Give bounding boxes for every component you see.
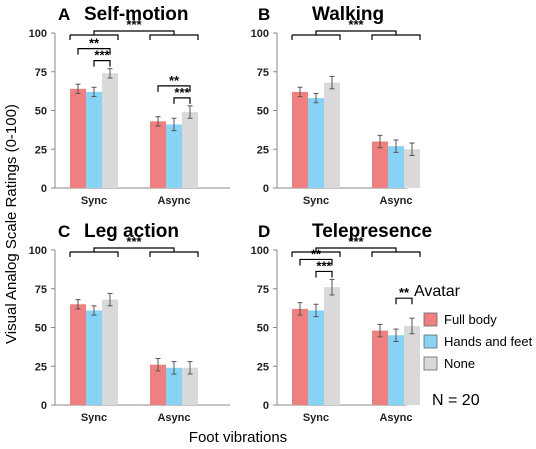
- y-tick-label: 0: [263, 400, 269, 412]
- bar-hands-and-feet-sync: [86, 91, 102, 188]
- y-tick-label: 75: [35, 67, 47, 79]
- legend-title: Avatar: [414, 283, 461, 300]
- bar-hands-and-feet-sync: [308, 310, 324, 405]
- y-tick-label: 50: [257, 323, 269, 335]
- y-tick-label: 25: [257, 144, 269, 156]
- y-tick-label: 0: [263, 183, 269, 195]
- significance-label: ***: [348, 234, 364, 249]
- significance-bracket-between: [69, 30, 199, 40]
- panel-letter: D: [258, 222, 270, 241]
- legend-swatch-none: [423, 356, 438, 371]
- significance-bracket: [315, 270, 333, 278]
- significance-bracket: [299, 258, 333, 266]
- y-tick-label: 25: [35, 144, 47, 156]
- bar-hands-and-feet-async: [388, 146, 404, 188]
- x-tick-label: Sync: [303, 412, 329, 424]
- significance-bracket-between: [69, 247, 199, 257]
- bar-full-body-sync: [70, 88, 86, 188]
- y-tick-label: 25: [35, 361, 47, 373]
- bar-none-sync: [324, 287, 340, 405]
- bar-none-async: [182, 112, 198, 188]
- sample-size-label: N = 20: [432, 392, 480, 409]
- chart-panel-walking: B Walking 0 25 50 75 100 Sync Async ***: [251, 4, 421, 207]
- y-tick-label: 100: [251, 245, 269, 257]
- bar-none-sync: [102, 299, 118, 405]
- x-tick-label: Async: [157, 195, 190, 207]
- y-tick-label: 75: [257, 284, 269, 296]
- bar-full-body-async: [150, 121, 166, 188]
- x-tick-label: Async: [157, 412, 190, 424]
- bar-full-body-sync: [292, 308, 308, 405]
- significance-bracket: [395, 297, 413, 305]
- bar-full-body-async: [150, 364, 166, 405]
- panel-title: Walking: [312, 4, 384, 25]
- significance-label: **: [89, 36, 100, 51]
- bar-hands-and-feet-sync: [86, 310, 102, 405]
- bar-full-body-async: [372, 330, 388, 405]
- y-tick-label: 0: [41, 400, 47, 412]
- bar-none-async: [404, 149, 420, 188]
- significance-bracket: [77, 48, 111, 55]
- legend-label-none: None: [444, 356, 475, 371]
- bar-none-sync: [102, 73, 118, 188]
- y-tick-label: 75: [257, 67, 269, 79]
- significance-label: ***: [174, 85, 190, 100]
- significance-bracket-between: [291, 247, 421, 257]
- significance-bracket: [173, 97, 191, 104]
- x-tick-label: Sync: [303, 195, 329, 207]
- significance-label: **: [399, 285, 410, 300]
- bar-full-body-async: [372, 141, 388, 188]
- panel-letter: B: [258, 5, 270, 24]
- significance-bracket: [157, 85, 191, 92]
- y-tick-label: 100: [251, 28, 269, 40]
- significance-label: ***: [126, 17, 142, 32]
- significance-label: ***: [348, 17, 364, 32]
- y-axis-label: Visual Analog Scale Ratings (0-100): [3, 104, 20, 344]
- significance-bracket-between: [291, 30, 421, 40]
- y-tick-label: 100: [29, 28, 47, 40]
- x-tick-label: Sync: [81, 195, 107, 207]
- panel-title: Telepresence: [312, 221, 432, 242]
- bar-hands-and-feet-async: [166, 124, 182, 188]
- y-tick-label: 25: [257, 361, 269, 373]
- y-tick-label: 50: [35, 323, 47, 335]
- panel-title: Leg action: [84, 221, 179, 242]
- y-tick-label: 0: [41, 183, 47, 195]
- significance-label: **: [311, 246, 322, 261]
- significance-label: **: [169, 73, 180, 88]
- panel-title: Self-motion: [84, 4, 189, 25]
- y-tick-label: 50: [257, 106, 269, 118]
- panel-letter: C: [58, 222, 70, 241]
- bar-full-body-sync: [292, 91, 308, 188]
- x-tick-label: Sync: [81, 412, 107, 424]
- x-tick-label: Async: [379, 412, 412, 424]
- legend-label-hands-and-feet: Hands and feet: [444, 334, 533, 349]
- bar-none-async: [182, 367, 198, 405]
- bar-hands-and-feet-sync: [308, 98, 324, 188]
- significance-label: ***: [316, 258, 332, 273]
- significance-bracket: [93, 60, 111, 67]
- significance-label: ***: [94, 48, 110, 63]
- y-tick-label: 75: [35, 284, 47, 296]
- bar-none-sync: [324, 82, 340, 188]
- panel-letter: A: [58, 5, 70, 24]
- bar-none-async: [404, 325, 420, 405]
- x-tick-label: Async: [379, 195, 412, 207]
- bar-hands-and-feet-async: [388, 335, 404, 405]
- legend-swatch-hands-and-feet: [423, 334, 438, 349]
- bar-hands-and-feet-async: [166, 367, 182, 405]
- significance-label: ***: [126, 234, 142, 249]
- y-tick-label: 50: [35, 106, 47, 118]
- x-axis-label: Foot vibrations: [189, 429, 287, 446]
- chart-panel-leg-action: C Leg action 0 25 50 75 100 Sync Async ***: [29, 221, 230, 424]
- bar-full-body-sync: [70, 304, 86, 405]
- legend-label-full-body: Full body: [444, 312, 497, 327]
- y-tick-label: 100: [29, 245, 47, 257]
- legend-swatch-full-body: [423, 312, 438, 327]
